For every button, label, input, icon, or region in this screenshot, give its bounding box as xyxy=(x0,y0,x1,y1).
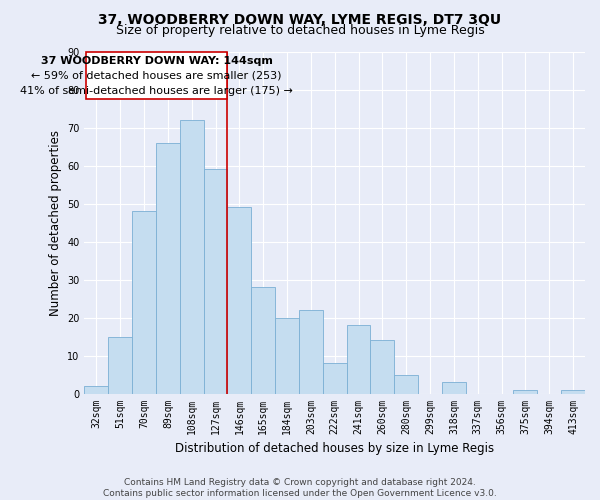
Bar xyxy=(227,208,251,394)
Text: Size of property relative to detached houses in Lyme Regis: Size of property relative to detached ho… xyxy=(116,24,484,37)
Bar xyxy=(275,318,299,394)
Text: ← 59% of detached houses are smaller (253): ← 59% of detached houses are smaller (25… xyxy=(31,71,282,81)
Bar xyxy=(299,310,323,394)
Bar xyxy=(180,120,203,394)
Bar xyxy=(132,211,156,394)
Text: Contains HM Land Registry data © Crown copyright and database right 2024.
Contai: Contains HM Land Registry data © Crown c… xyxy=(103,478,497,498)
Bar xyxy=(156,142,180,394)
Y-axis label: Number of detached properties: Number of detached properties xyxy=(49,130,62,316)
Bar xyxy=(323,363,347,394)
Bar xyxy=(85,386,108,394)
Bar xyxy=(561,390,585,394)
Bar xyxy=(251,287,275,394)
Text: 41% of semi-detached houses are larger (175) →: 41% of semi-detached houses are larger (… xyxy=(20,86,293,96)
Bar xyxy=(108,336,132,394)
X-axis label: Distribution of detached houses by size in Lyme Regis: Distribution of detached houses by size … xyxy=(175,442,494,455)
Text: 37 WOODBERRY DOWN WAY: 144sqm: 37 WOODBERRY DOWN WAY: 144sqm xyxy=(41,56,272,66)
Bar xyxy=(203,170,227,394)
Text: 37, WOODBERRY DOWN WAY, LYME REGIS, DT7 3QU: 37, WOODBERRY DOWN WAY, LYME REGIS, DT7 … xyxy=(98,12,502,26)
Bar xyxy=(514,390,538,394)
Bar xyxy=(347,325,370,394)
Bar xyxy=(370,340,394,394)
Bar xyxy=(86,52,227,99)
Bar xyxy=(442,382,466,394)
Bar xyxy=(394,374,418,394)
